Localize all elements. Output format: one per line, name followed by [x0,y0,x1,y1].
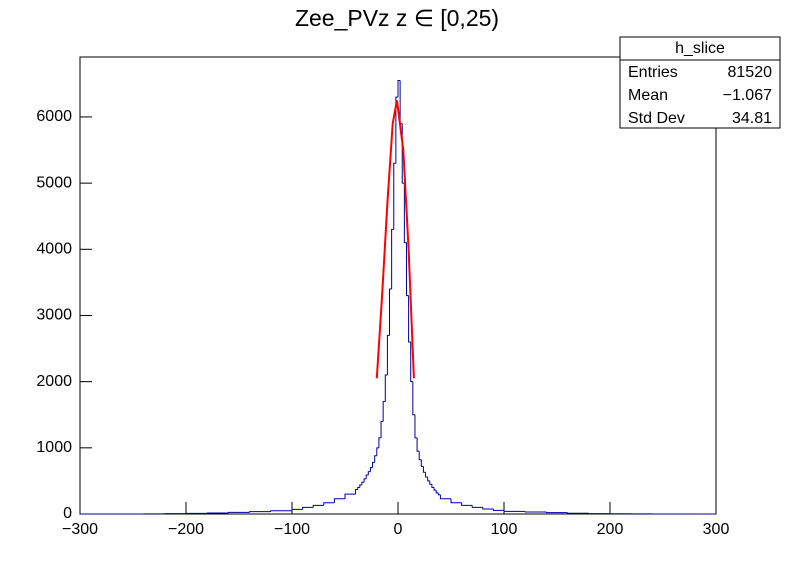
x-tick-label: −100 [274,521,310,538]
y-tick-label: 6000 [36,108,72,125]
x-tick-label: 100 [491,521,518,538]
y-tick-label: 1000 [36,439,72,456]
y-tick-label: 4000 [36,241,72,258]
chart-title: Zee_PVz z ∈ [0,25) [295,5,499,31]
stats-value: −1.067 [723,87,772,104]
y-tick-label: 3000 [36,307,72,324]
stats-label: Mean [628,87,668,104]
stats-title: h_slice [675,40,725,57]
y-tick-label: 2000 [36,373,72,390]
x-tick-label: −300 [62,521,98,538]
x-tick-label: 0 [394,521,403,538]
stats-box: h_slice Entries 81520 Mean −1.067 Std De… [620,37,780,128]
y-tick-label: 5000 [36,174,72,191]
stats-value: 34.81 [732,110,772,127]
stats-label: Std Dev [628,110,685,127]
stats-label: Entries [628,64,678,81]
x-tick-label: −200 [168,521,204,538]
histogram-bin [568,513,589,514]
stats-value: 81520 [728,64,773,81]
x-tick-label: 300 [703,521,730,538]
x-tick-label: 200 [597,521,624,538]
y-tick-label: 0 [63,505,72,522]
